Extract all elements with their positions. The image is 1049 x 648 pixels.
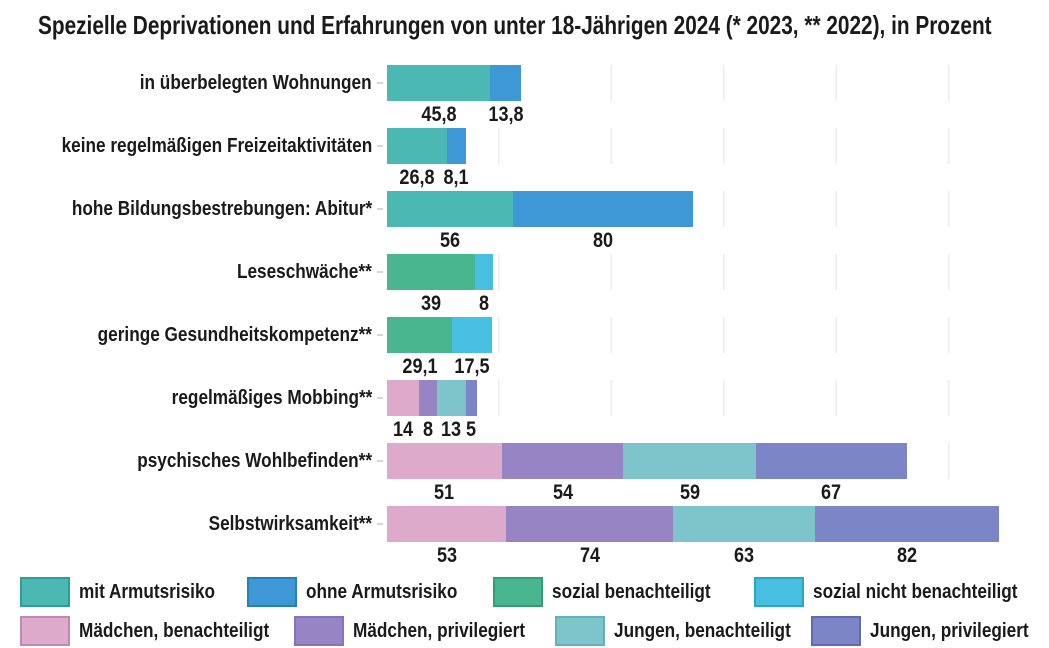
category-label-cell: Selbstwirksamkeit** — [0, 506, 372, 542]
axis-tick — [377, 460, 383, 462]
legend-swatch — [294, 616, 344, 646]
bar-segment — [387, 65, 491, 101]
value-label: 29,1 — [402, 355, 438, 378]
value-label: 26,8 — [399, 166, 435, 189]
value-label: 56 — [439, 229, 461, 252]
value-label: 8 — [478, 292, 489, 315]
category-label: regelmäßiges Mobbing** — [171, 386, 372, 409]
gridlines — [387, 128, 1047, 164]
gridlines — [387, 254, 1047, 290]
chart-row: Selbstwirksamkeit** 53 74 63 82 — [0, 506, 1049, 570]
bar-segment — [387, 380, 419, 416]
bar-segment — [756, 443, 907, 479]
category-label: psychisches Wohlbefinden** — [137, 449, 372, 472]
value-label: 53 — [436, 544, 457, 567]
category-label-cell: Leseschwäche** — [0, 254, 372, 290]
value-label: 51 — [434, 481, 455, 504]
chart-row: psychisches Wohlbefinden** 51 54 59 67 — [0, 443, 1049, 507]
legend-label: Jungen, privilegiert — [870, 620, 1029, 642]
bar-segment — [623, 443, 756, 479]
value-label: 80 — [592, 229, 614, 252]
axis-tick — [377, 271, 383, 273]
legend-swatch — [811, 616, 861, 646]
category-label-cell: in überbelegten Wohnungen — [0, 65, 372, 101]
legend-swatch — [247, 577, 297, 607]
bar-segment — [814, 506, 999, 542]
category-label: Selbstwirksamkeit** — [208, 512, 372, 535]
legend-swatch — [20, 616, 70, 646]
category-label-cell: regelmäßiges Mobbing** — [0, 380, 372, 416]
legend-swatch — [20, 577, 70, 607]
bar-segment — [501, 443, 624, 479]
bar-segment — [387, 443, 502, 479]
value-label: 8,1 — [443, 166, 469, 189]
bar-segment — [387, 254, 475, 290]
gridlines — [387, 317, 1047, 353]
chart-row: keine regelmäßigen Freizeitaktivitäten 26… — [0, 128, 1049, 192]
axis-tick — [377, 82, 383, 84]
bar-segment — [387, 317, 453, 353]
value-label: 39 — [420, 292, 441, 315]
category-label: hohe Bildungsbestrebungen: Abitur* — [71, 197, 372, 220]
legend-label: mit Armutsrisiko — [79, 581, 216, 603]
axis-tick — [377, 334, 383, 336]
legend-swatch — [493, 577, 543, 607]
value-label: 13,8 — [487, 103, 524, 126]
legend-label: sozial benachteiligt — [552, 581, 711, 603]
axis-tick — [377, 397, 383, 399]
gridlines — [387, 380, 1047, 416]
category-label-cell: geringe Gesundheitskompetenz** — [0, 317, 372, 353]
bar-segment — [490, 65, 522, 101]
bar-segment — [465, 380, 477, 416]
chart-row: geringe Gesundheitskompetenz** 29,1 17,5 — [0, 317, 1049, 381]
bar-segment — [436, 380, 466, 416]
value-label: 45,8 — [420, 103, 457, 126]
value-label: 74 — [579, 544, 600, 567]
category-label: keine regelmäßigen Freizeitaktivitäten — [61, 134, 372, 157]
category-label: in überbelegten Wohnungen — [140, 71, 372, 94]
legend-label: Mädchen, privilegiert — [353, 620, 526, 642]
bar-segment — [387, 506, 507, 542]
value-label: 14 — [392, 418, 413, 441]
bar-segment — [513, 191, 693, 227]
axis-tick — [377, 523, 383, 525]
legend-label: ohne Armutsrisiko — [306, 581, 458, 603]
chart-row: Leseschwäche** 39 8 — [0, 254, 1049, 318]
value-label: 63 — [733, 544, 754, 567]
bar-segment — [387, 191, 513, 227]
value-label: 67 — [821, 481, 842, 504]
category-label: geringe Gesundheitskompetenz** — [97, 323, 372, 346]
value-label: 5 — [466, 418, 477, 441]
bar-segment — [474, 254, 493, 290]
legend-label: Mädchen, benachteiligt — [79, 620, 270, 642]
category-label-cell: hohe Bildungsbestrebungen: Abitur* — [0, 191, 372, 227]
chart-title: Spezielle Deprivationen und Erfahrungen … — [38, 10, 992, 40]
legend-label: Jungen, benachteiligt — [614, 620, 791, 642]
value-label: 13 — [441, 418, 462, 441]
axis-tick — [377, 208, 383, 210]
bar-segment — [447, 128, 466, 164]
chart-row: in überbelegten Wohnungen 45,8 13,8 — [0, 65, 1049, 129]
bar-segment — [387, 128, 448, 164]
bar-segment — [452, 317, 492, 353]
category-label-cell: keine regelmäßigen Freizeitaktivitäten — [0, 128, 372, 164]
bar-segment — [672, 506, 815, 542]
value-label: 8 — [422, 418, 433, 441]
axis-tick — [377, 145, 383, 147]
value-label: 82 — [896, 544, 917, 567]
value-label: 59 — [679, 481, 700, 504]
category-label: Leseschwäche** — [237, 260, 372, 283]
value-label: 17,5 — [454, 355, 490, 378]
value-label: 54 — [552, 481, 573, 504]
chart-row: regelmäßiges Mobbing** 14 8 13 5 — [0, 380, 1049, 444]
bar-segment — [506, 506, 673, 542]
legend-swatch — [754, 577, 804, 607]
chart-row: hohe Bildungsbestrebungen: Abitur* 56 80 — [0, 191, 1049, 255]
legend-swatch — [555, 616, 605, 646]
legend-label: sozial nicht benachteiligt — [813, 581, 1018, 603]
bar-segment — [418, 380, 437, 416]
category-label-cell: psychisches Wohlbefinden** — [0, 443, 372, 479]
